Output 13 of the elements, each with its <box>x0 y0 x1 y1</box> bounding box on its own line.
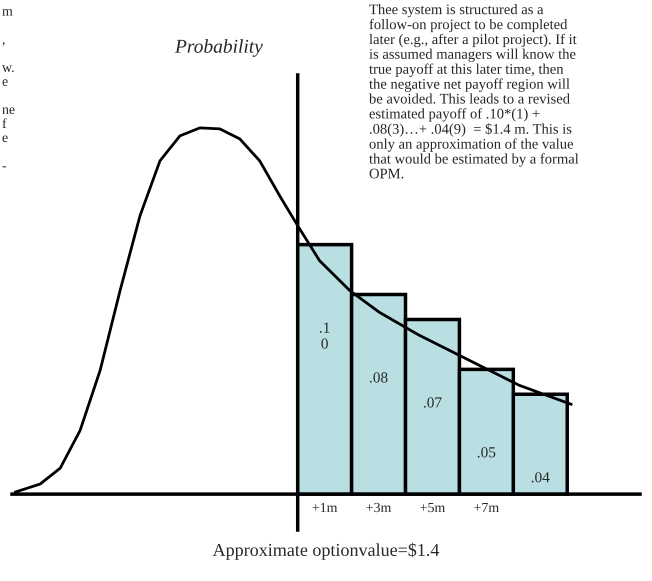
text: Thee system is structured as a follow-on project to be completed later (e.g., after a pilot project). If it is assumed managers will know the true payoff at this later time, then the negative net payoff region will be avoided. This leads to a revised estimated payoff of .10*(1) + .08(3)…+ .04(9) = $1.4 m. This is only an approximation of the value that would be estimated by a formal OPM. <box>369 4 578 179</box>
x-tick-label: +7m <box>474 502 499 512</box>
data-label: .1 0 <box>320 322 330 349</box>
x-tick-label: +5m <box>420 502 446 512</box>
data-label: .05 <box>478 447 496 458</box>
x-tick-label: +1m <box>312 502 338 512</box>
text: Probability <box>174 39 263 57</box>
data-label: .04 <box>532 472 550 482</box>
text: m , w. e ne f e - <box>2 9 15 168</box>
data-label: .08 <box>370 372 388 383</box>
x-axis-title: Approximate optionvalue=$1.4 <box>212 542 440 560</box>
x-tick-label: +3m <box>366 502 392 512</box>
data-label: .07 <box>424 397 442 408</box>
